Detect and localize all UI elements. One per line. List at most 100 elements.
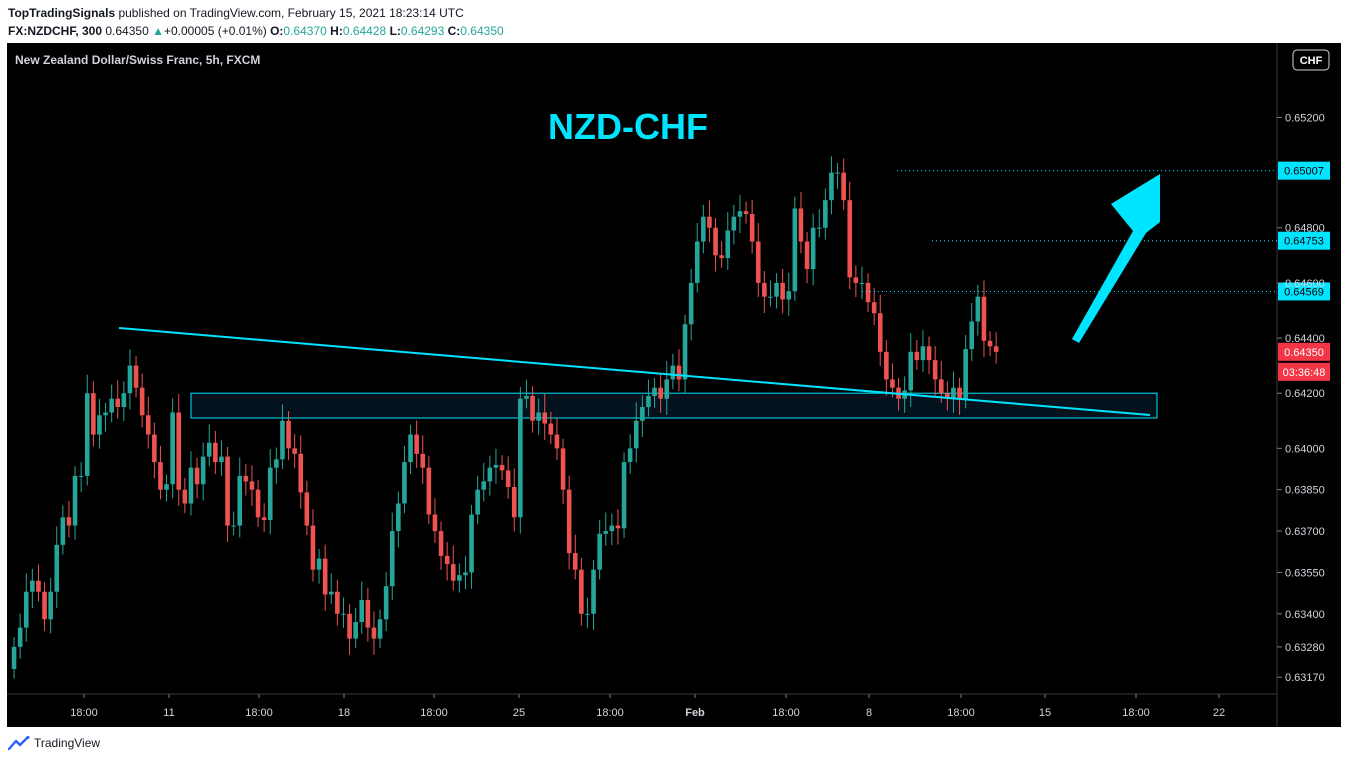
countdown-tag — [1278, 362, 1330, 381]
price-level-label: 0.65007 — [1284, 166, 1324, 178]
candle-body — [72, 475, 78, 526]
candle-body — [652, 387, 657, 396]
y-tick-label: 0.64000 — [1285, 443, 1325, 455]
candle-body — [402, 462, 407, 504]
candle-body — [328, 591, 334, 595]
candle-body — [457, 575, 462, 581]
candle-body — [633, 420, 639, 449]
candle-body — [267, 467, 273, 521]
candle-body — [91, 393, 96, 435]
candle-body — [835, 172, 840, 174]
candle-body — [676, 365, 682, 380]
candle-body — [877, 313, 883, 352]
candle-body — [365, 600, 371, 628]
candle-body — [816, 227, 822, 229]
candle-body — [426, 467, 432, 515]
candle-body — [389, 531, 395, 587]
candle-body — [475, 489, 480, 515]
candle-body — [682, 324, 688, 380]
candle-body — [560, 448, 566, 490]
candle-body — [762, 282, 767, 297]
candle-body — [450, 564, 456, 581]
candle-body — [658, 387, 663, 399]
x-tick-label: 18:00 — [245, 707, 273, 719]
candle-body — [792, 208, 798, 292]
candle-body — [493, 464, 499, 468]
candle-body — [383, 586, 389, 620]
candle-body — [243, 475, 249, 482]
candle-body — [206, 442, 212, 457]
footer-brand[interactable]: TradingView — [8, 736, 100, 750]
open-value: 0.64370 — [283, 24, 327, 38]
chart-legend-title: New Zealand Dollar/Swiss Franc, 5h, FXCM — [15, 53, 260, 67]
candle-body — [170, 412, 175, 485]
candle-body — [670, 365, 676, 380]
candle-body — [603, 531, 609, 534]
open-label: O: — [270, 24, 284, 38]
candle-body — [786, 291, 792, 300]
price-level-tag — [1278, 231, 1330, 250]
candle-body — [54, 544, 60, 592]
candle-body — [316, 558, 322, 570]
candle-body — [505, 470, 511, 487]
publish-info: published on TradingView.com, February 1… — [115, 6, 464, 20]
candle-body — [926, 346, 932, 361]
candle-body — [139, 387, 145, 416]
x-tick-label: 18:00 — [420, 707, 448, 719]
x-tick-label: 15 — [1039, 707, 1051, 719]
candle-body — [408, 434, 413, 463]
candle-body — [463, 572, 468, 576]
candle-body — [646, 395, 651, 407]
up-arrow-icon: ▲ — [152, 24, 164, 38]
candle-body — [938, 379, 944, 394]
close-label: C: — [447, 24, 461, 38]
candle-body — [530, 395, 535, 421]
price-chart[interactable]: 0.65007 0.64753 0.64569 0.64350 03:36:48 0.6… — [7, 43, 1341, 727]
candle-body — [780, 282, 785, 300]
candle-body — [615, 525, 621, 529]
x-tick-label: 18:00 — [947, 707, 975, 719]
candle-body — [145, 415, 151, 435]
x-tick-label: 18:00 — [70, 707, 98, 719]
candle-body — [621, 462, 627, 529]
high-value: 0.64428 — [342, 24, 387, 38]
candle-body — [951, 387, 956, 399]
candle-body — [572, 553, 578, 570]
candle-body — [945, 393, 950, 399]
candle-body — [627, 448, 633, 463]
candle-body — [664, 379, 670, 399]
candle-body — [127, 365, 133, 394]
candle-body — [109, 398, 114, 413]
candle-body — [963, 349, 968, 399]
candle-body — [438, 531, 444, 556]
candle-body — [737, 211, 743, 217]
candle-body — [158, 462, 163, 490]
candle-body — [152, 434, 157, 463]
candle-body — [871, 302, 877, 314]
y-tick-label: 0.63550 — [1285, 567, 1325, 579]
x-tick-label: 18:00 — [772, 707, 800, 719]
candle-body — [524, 395, 529, 399]
candle-body — [719, 255, 724, 259]
footer-brand-label: TradingView — [34, 736, 101, 750]
candle-body — [774, 282, 779, 297]
candle-body — [768, 296, 773, 298]
candle-body — [701, 216, 706, 242]
author-name[interactable]: TopTradingSignals — [8, 6, 116, 20]
candle-body — [554, 434, 560, 449]
x-tick-label: 18 — [338, 707, 350, 719]
x-tick-label: Feb — [685, 707, 705, 719]
currency-button[interactable] — [1292, 49, 1330, 71]
candle-body — [444, 555, 450, 565]
candle-body — [176, 412, 182, 490]
y-tick-label: 0.64800 — [1285, 223, 1325, 235]
x-tick-label: 25 — [513, 707, 525, 719]
change-value: +0.00005 (+0.01%) — [163, 24, 267, 38]
candle-body — [164, 484, 169, 490]
candle-body — [890, 379, 895, 388]
candle-body — [310, 525, 316, 570]
candle-body — [231, 525, 236, 527]
candle-body — [987, 340, 993, 347]
candle-body — [261, 517, 267, 521]
candle-body — [182, 489, 188, 504]
